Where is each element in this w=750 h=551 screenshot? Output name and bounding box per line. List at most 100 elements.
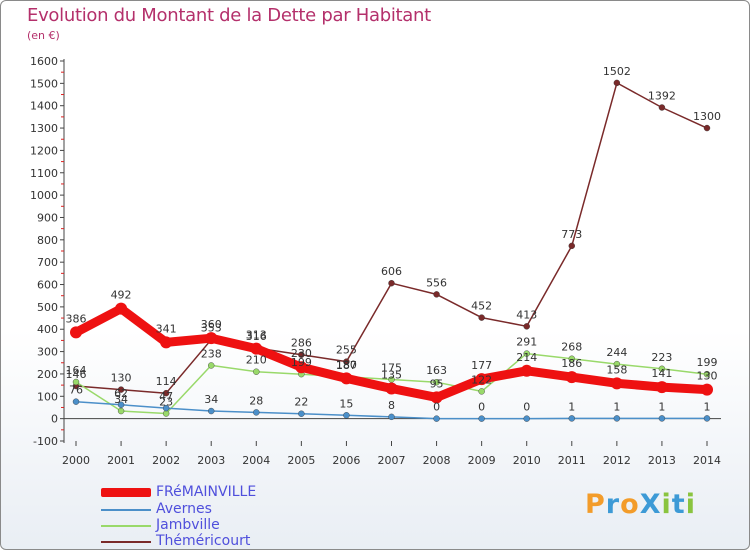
data-label-jambville: 34: [114, 393, 128, 406]
x-tick-label: 2003: [197, 454, 225, 467]
data-label-themericourt: 316: [246, 330, 267, 343]
data-label-jambville: 210: [246, 354, 267, 367]
data-point-fremainville: [610, 377, 623, 390]
data-point-fremainville: [565, 371, 578, 384]
legend-line-avernes: [101, 509, 151, 511]
x-tick-label: 2004: [242, 454, 270, 467]
data-point-jambville: [703, 370, 711, 378]
data-point-themericourt: [433, 291, 440, 298]
data-point-jambville: [72, 378, 80, 386]
data-label-themericourt: 452: [471, 300, 492, 313]
data-point-fremainville: [70, 326, 82, 339]
x-tick-label: 2008: [423, 454, 451, 467]
y-tick-label: 900: [37, 211, 58, 224]
data-label-avernes: 1: [658, 400, 665, 413]
x-tick-label: 2007: [378, 454, 406, 467]
x-tick-label: 2005: [287, 454, 315, 467]
data-point-jambville: [208, 362, 215, 369]
y-tick-label: 600: [37, 279, 58, 292]
data-point-avernes: [658, 415, 666, 422]
data-point-fremainville: [115, 302, 128, 315]
x-tick-label: 2000: [62, 454, 90, 467]
data-point-avernes: [568, 415, 575, 422]
y-tick-label: 800: [37, 234, 58, 247]
data-point-themericourt: [478, 314, 485, 321]
data-point-jambville: [253, 368, 260, 375]
data-point-themericourt: [343, 358, 350, 365]
data-label-avernes: 1: [704, 400, 711, 413]
data-point-jambville: [433, 379, 440, 386]
y-tick-label: 1200: [30, 144, 58, 157]
x-tick-label: 2002: [152, 454, 180, 467]
data-label-fremainville: 158: [606, 363, 627, 376]
logo-letter: t: [671, 489, 686, 520]
data-label-fremainville: 492: [111, 289, 132, 302]
data-label-fremainville: 186: [561, 357, 582, 370]
data-label-jambville: 291: [516, 336, 537, 349]
data-point-themericourt: [703, 124, 711, 132]
data-point-avernes: [433, 415, 440, 422]
data-point-avernes: [613, 415, 621, 422]
data-point-jambville: [117, 407, 125, 415]
data-label-avernes: 1: [613, 400, 620, 413]
data-point-avernes: [343, 412, 350, 419]
data-label-themericourt: 353: [201, 322, 222, 335]
data-label-fremainville: 313: [246, 329, 267, 342]
x-tick-label: 2011: [558, 454, 586, 467]
data-label-fremainville: 130: [697, 370, 718, 383]
data-point-jambville: [658, 365, 666, 372]
data-point-fremainville: [701, 383, 713, 396]
data-label-themericourt: 255: [336, 344, 357, 357]
data-point-fremainville: [295, 361, 308, 374]
data-point-avernes: [117, 401, 125, 408]
data-point-avernes: [478, 415, 485, 422]
data-point-fremainville: [520, 364, 533, 377]
x-tick-label: 2001: [107, 454, 135, 467]
data-point-avernes: [703, 415, 711, 422]
logo-letter: X: [639, 489, 662, 520]
data-point-themericourt: [568, 242, 575, 250]
data-label-themericourt: 1392: [648, 89, 676, 102]
legend-label-fremainville: FRéMAINVILLE: [156, 484, 257, 500]
y-tick-label: 1600: [30, 55, 58, 68]
chart-title: Evolution du Montant de la Dette par Hab…: [27, 5, 431, 26]
data-label-jambville: 199: [291, 356, 312, 369]
logo-letter: i: [685, 489, 696, 520]
x-tick-label: 2012: [603, 454, 631, 467]
data-point-jambville: [613, 360, 621, 368]
data-point-fremainville: [250, 342, 263, 355]
y-tick-label: 1500: [30, 77, 58, 90]
legend-label-jambville: Jambville: [156, 517, 220, 533]
x-tick-label: 2014: [693, 454, 721, 467]
data-label-fremainville: 95: [430, 377, 444, 390]
data-point-fremainville: [160, 336, 173, 349]
data-label-themericourt: 1300: [693, 110, 721, 123]
data-label-avernes: 62: [114, 387, 128, 400]
data-label-themericourt: 773: [561, 228, 582, 241]
data-point-jambville: [568, 355, 575, 362]
y-tick-label: 1400: [30, 100, 58, 113]
data-label-jambville: 238: [201, 347, 222, 360]
data-label-fremainville: 341: [156, 322, 177, 335]
y-tick-label: 1300: [30, 122, 58, 135]
data-label-fremainville: 214: [516, 351, 537, 364]
y-tick-label: 400: [37, 323, 58, 336]
data-label-fremainville: 360: [201, 318, 222, 331]
data-point-themericourt: [388, 279, 395, 287]
logo-letter: o: [620, 489, 640, 520]
data-label-jambville: 268: [561, 341, 582, 354]
data-point-jambville: [478, 388, 485, 395]
data-label-fremainville: 180: [336, 358, 357, 371]
logo-letter: r: [605, 489, 621, 520]
data-point-themericourt: [523, 323, 530, 330]
data-label-avernes: 0: [433, 401, 440, 414]
data-point-fremainville: [385, 382, 398, 395]
data-point-avernes: [298, 410, 305, 417]
x-tick-label: 2006: [332, 454, 360, 467]
data-point-fremainville: [430, 391, 443, 404]
x-tick-label: 2013: [648, 454, 676, 467]
data-label-jambville: 23: [159, 396, 173, 409]
data-point-themericourt: [298, 351, 305, 358]
